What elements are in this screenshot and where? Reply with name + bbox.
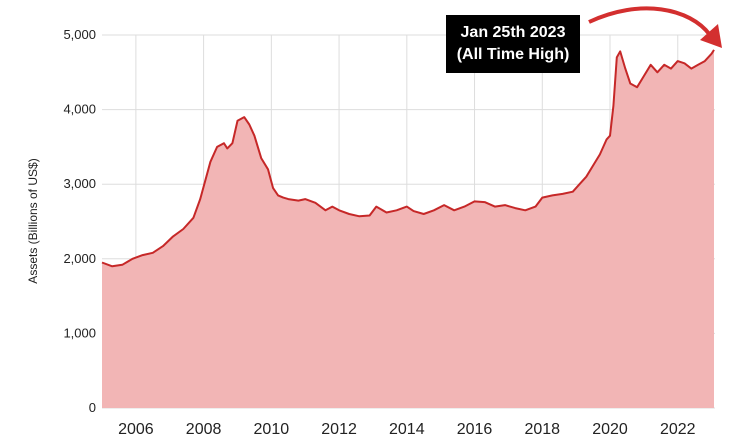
annotation-arrow (588, 6, 712, 37)
y-tick-label: 2,000 (63, 251, 96, 266)
y-tick-label: 5,000 (63, 27, 96, 42)
y-axis-title: Assets (Billions of US$) (26, 158, 40, 283)
y-tick-label: 0 (89, 400, 96, 415)
x-tick-label: 2016 (457, 421, 493, 438)
y-tick-label: 4,000 (63, 102, 96, 117)
x-tick-label: 2006 (118, 421, 154, 438)
y-tick-label: 3,000 (63, 176, 96, 191)
series-area (102, 49, 714, 409)
y-axis-ticks: 0 1,000 2,000 3,000 4,000 5,000 (63, 27, 96, 415)
x-tick-label: 2012 (321, 421, 357, 438)
x-tick-label: 2018 (524, 421, 560, 438)
series-line (101, 49, 715, 268)
annotation-label: Jan 25th 2023 (All Time High) (446, 15, 580, 73)
annotation-line-1: Jan 25th 2023 (460, 24, 566, 41)
x-tick-label: 2014 (389, 421, 425, 438)
x-tick-label: 2020 (592, 421, 628, 438)
x-axis-ticks: 2006 2008 2010 2012 2014 2016 2018 2020 2022 (118, 421, 696, 438)
x-tick-label: 2010 (254, 421, 290, 438)
annotation-line-2: (All Time High) (456, 46, 570, 63)
annotation-arrowhead (700, 24, 722, 48)
x-tick-label: 2022 (660, 421, 696, 438)
y-tick-label: 1,000 (63, 325, 96, 340)
x-tick-label: 2008 (186, 421, 222, 438)
